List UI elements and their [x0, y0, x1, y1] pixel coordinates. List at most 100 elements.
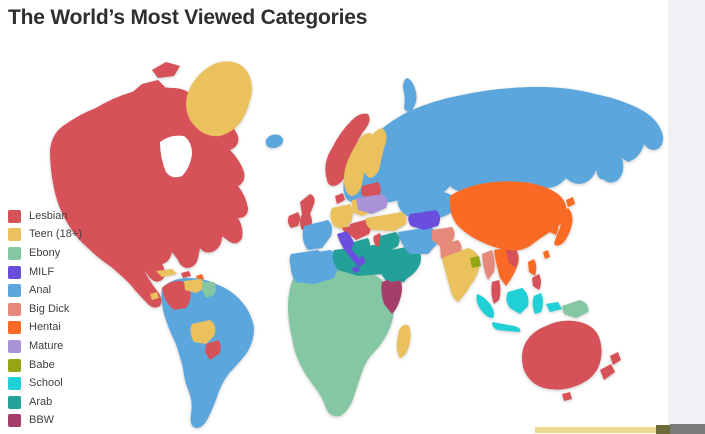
legend-swatch: [8, 395, 21, 409]
region-new-guinea: [562, 300, 589, 318]
region-levant: [373, 233, 382, 247]
region-ukraine: [356, 194, 388, 214]
region-borneo: [506, 288, 529, 314]
legend-item: Hentai: [8, 319, 82, 338]
legend-label: Big Dick: [29, 302, 70, 315]
region-north-america: [50, 87, 248, 308]
legend-label: Lesbian: [29, 209, 68, 222]
bottom-accent-bar-end: [656, 425, 672, 434]
region-india: [442, 248, 480, 302]
region-greece: [352, 238, 370, 258]
region-greenland: [186, 61, 252, 137]
legend-swatch: [8, 358, 21, 372]
region-kamchatka: [594, 142, 611, 180]
region-madagascar: [396, 324, 411, 358]
region-germany: [330, 204, 353, 230]
region-sumatra: [476, 294, 494, 318]
region-russia: [343, 86, 664, 203]
legend-swatch: [8, 302, 21, 316]
region-colombia: [162, 280, 191, 310]
legend-item: Arab: [8, 393, 82, 412]
region-new-zealand-north: [610, 352, 621, 365]
legend-swatch: [8, 209, 21, 223]
region-sulawesi: [532, 293, 543, 314]
region-arctic-island-1: [128, 80, 166, 100]
region-africa: [288, 266, 394, 417]
region-afghanistan: [432, 227, 455, 246]
legend-item: BBW: [8, 412, 82, 431]
bottom-accent-bar: [535, 427, 658, 433]
region-novaya-zemlya: [403, 78, 417, 112]
region-guyana: [202, 282, 216, 298]
region-bolivia: [190, 320, 216, 344]
region-hispaniola: [181, 271, 191, 278]
legend-item: MILF: [8, 263, 82, 282]
region-taiwan: [543, 250, 550, 259]
legend-swatch: [8, 284, 21, 298]
legend-swatch: [8, 246, 21, 260]
region-italy: [337, 231, 366, 267]
legend-label: Anal: [29, 284, 52, 297]
region-lesser-sunda: [546, 302, 562, 312]
region-ireland: [287, 212, 300, 228]
legend-label: MILF: [29, 265, 55, 278]
region-central-asia: [408, 210, 441, 230]
region-bangladesh: [470, 256, 481, 268]
region-philippines: [528, 259, 537, 276]
region-malay-peninsula: [491, 280, 501, 304]
legend-swatch: [8, 377, 21, 391]
region-iran: [398, 227, 438, 254]
region-iceland: [265, 134, 283, 148]
region-finland: [363, 128, 387, 178]
legend-swatch: [8, 414, 21, 428]
legend-label: Arab: [29, 395, 53, 408]
region-iberia: [289, 250, 323, 274]
region-vietnam: [506, 248, 518, 268]
region-china: [449, 181, 567, 251]
legend-item: Big Dick: [8, 300, 82, 319]
region-philippines-south: [532, 274, 541, 290]
region-denmark: [335, 193, 345, 204]
region-sicily: [352, 266, 360, 273]
region-central-america-patch: [150, 292, 159, 300]
region-australia: [522, 320, 602, 390]
legend-label: Mature: [29, 339, 64, 352]
legend-label: Ebony: [29, 246, 61, 259]
legend-swatch: [8, 265, 21, 279]
legend-swatch: [8, 339, 21, 353]
region-cuba: [156, 269, 177, 277]
region-myanmar: [482, 250, 495, 280]
legend-label: Babe: [29, 358, 55, 371]
right-background-panel: [668, 0, 705, 434]
legend-item: Anal: [8, 281, 82, 300]
region-japan-honshu: [554, 208, 573, 246]
legend: Lesbian Teen (18+) Ebony MILF Anal Big Dick He…: [8, 207, 82, 430]
legend-label: Hentai: [29, 321, 61, 334]
region-tasmania: [562, 392, 572, 401]
region-saudi-arabia: [378, 246, 421, 282]
legend-item: Lesbian: [8, 207, 82, 226]
region-east-africa: [381, 276, 402, 314]
legend-swatch: [8, 228, 21, 242]
region-iraq: [380, 232, 400, 252]
region-paraguay: [205, 340, 221, 360]
legend-item: Teen (18+): [8, 226, 82, 245]
legend-label: BBW: [29, 414, 55, 427]
page-title: The World’s Most Viewed Categories: [8, 6, 368, 29]
legend-item: School: [8, 374, 82, 393]
legend-label: School: [29, 377, 63, 390]
region-java: [492, 322, 521, 332]
region-norway: [325, 113, 370, 186]
region-kazakhstan: [397, 190, 458, 220]
hudson-bay-water: [160, 135, 192, 178]
legend-item: Babe: [8, 356, 82, 375]
region-venezuela: [184, 279, 206, 293]
bottom-corner-block: [670, 424, 705, 434]
region-arctic-island-2: [152, 62, 180, 78]
region-japan-hokkaido: [566, 197, 575, 207]
region-france: [302, 220, 332, 250]
region-new-zealand-south: [600, 364, 615, 380]
legend-label: Teen (18+): [29, 228, 82, 241]
